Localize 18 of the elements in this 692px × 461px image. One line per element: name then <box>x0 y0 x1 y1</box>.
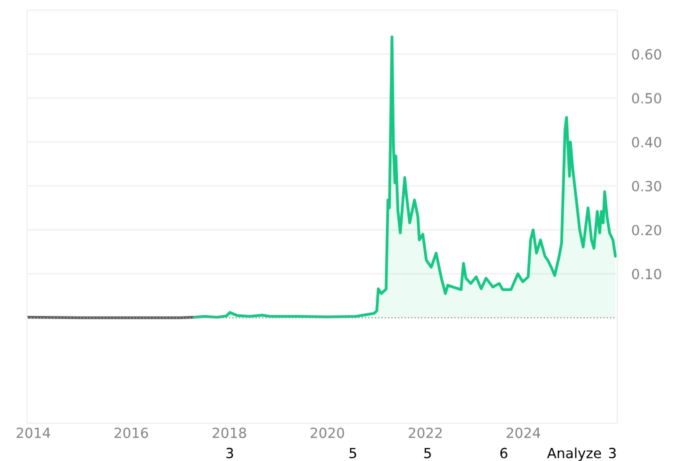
y-tick-label: 0.60 <box>632 49 662 60</box>
text: 5 <box>424 448 431 458</box>
x-tick-label: 2018 <box>212 428 246 438</box>
y-tick-label: 0.20 <box>632 224 662 236</box>
text: 3 <box>609 448 616 458</box>
text: 3 <box>226 448 234 458</box>
y-tick-label: 0.50 <box>632 92 662 104</box>
x-tick-label: 2020 <box>310 428 344 438</box>
text: 6 <box>500 448 508 458</box>
x-tick-label: 2024 <box>506 428 540 438</box>
y-tick-label: 0.40 <box>632 136 662 148</box>
text: Analyze <box>547 448 601 461</box>
text: 5 <box>350 448 356 458</box>
x-tick-label: 2022 <box>408 428 442 438</box>
x-tick-label: 2014 <box>16 428 50 438</box>
y-tick-label: 0.10 <box>632 268 662 280</box>
y-tick-label: 0.30 <box>632 180 662 192</box>
x-tick-label: 2016 <box>114 428 148 438</box>
